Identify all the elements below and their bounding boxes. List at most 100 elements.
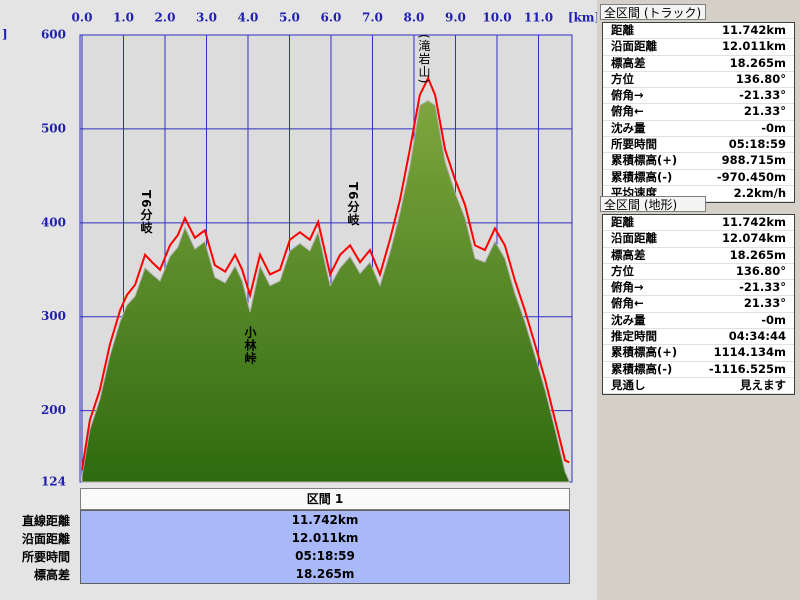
table-row: 沈み量 -0m — [603, 120, 794, 138]
x-unit: [km] — [568, 11, 597, 25]
table-row: 累積標高(+) 988.715m — [603, 153, 794, 170]
row-label: 累積標高(+) — [611, 153, 678, 168]
chart: ] 600 500 400 300 200 124 0.0 1.0 2.0 3.0 4.0 5.0 6.… — [2, 11, 597, 489]
row-label: 俯角→ — [611, 280, 644, 295]
table-row: 沿面距離 12.011km — [603, 39, 794, 56]
row-value: 18.265m — [729, 247, 786, 262]
row-value: 21.33° — [743, 296, 786, 311]
table-row: 俯角→ -21.33° — [603, 280, 794, 297]
row-label: 距離 — [611, 215, 634, 229]
row-label: 所要時間 — [611, 137, 657, 152]
section-label: 標高差 — [33, 568, 70, 582]
table-row: 俯角← 21.33° — [603, 104, 794, 121]
row-value: -0m — [761, 312, 786, 327]
row-value: 18.265m — [729, 55, 786, 70]
row-value: 11.742km — [721, 215, 786, 229]
x-tick-label: 5.0 — [279, 11, 300, 25]
row-value: -21.33° — [739, 88, 786, 103]
y-tick-label: 400 — [41, 215, 66, 229]
row-label: 俯角← — [611, 104, 644, 119]
x-tick-label: 9.0 — [445, 11, 466, 25]
row-label: 累積標高(+) — [611, 345, 678, 360]
row-label: 俯角→ — [611, 88, 644, 103]
track-table: 距離 11.742km 沿面距離 12.011km 標高差 18.265m 方位 136.80… — [602, 22, 795, 204]
row-value: 11.742km — [721, 23, 786, 37]
row-label: 方位 — [611, 263, 634, 278]
x-tick-label: 8.0 — [404, 11, 425, 25]
y-tick-label: 200 — [41, 403, 66, 417]
row-value: 136.80° — [735, 263, 786, 278]
row-label: 沈み量 — [611, 312, 646, 327]
row-value: -970.450m — [716, 169, 786, 184]
row-label: 沿面距離 — [611, 231, 657, 246]
row-value: 04:34:44 — [728, 329, 786, 344]
y-tick-label: 124 — [41, 475, 66, 489]
x-tick-label: 7.0 — [362, 11, 383, 25]
section-header: 区間 1 — [80, 488, 570, 510]
row-label: 方位 — [611, 71, 634, 86]
panel-title: 全区間 (トラック) — [600, 4, 706, 20]
table-row: 累積標高(-) -970.450m — [603, 170, 794, 186]
section-value: 12.011km — [291, 531, 359, 545]
row-label: 累積標高(-) — [611, 361, 673, 376]
row-label: 見通し — [611, 377, 646, 392]
table-row: 推定時間 04:34:44 — [603, 329, 794, 346]
row-value: 136.80° — [735, 71, 786, 86]
table-row: 累積標高(-) -1116.525m — [603, 362, 794, 378]
x-tick-label: 3.0 — [196, 11, 217, 25]
row-label: 標高差 — [611, 55, 646, 70]
row-value: 05:18:59 — [728, 137, 786, 152]
y-tick-label: 300 — [41, 309, 66, 323]
table-row: 見通し 見えます — [603, 377, 794, 395]
table-row: 方位 136.80° — [603, 71, 794, 89]
annotation: (滝岩山) — [417, 34, 431, 85]
row-label: 標高差 — [611, 247, 646, 262]
track-line — [81, 75, 570, 470]
section-value: 11.742km — [291, 513, 359, 527]
table-row: 俯角← 21.33° — [603, 296, 794, 313]
section-label: 直線距離 — [21, 514, 70, 528]
row-value: 2.2km/h — [733, 185, 786, 200]
table-row: 距離 11.742km — [603, 23, 794, 40]
panel-title: 全区間 (地形) — [600, 196, 706, 212]
table-row: 方位 136.80° — [603, 263, 794, 281]
section-label: 所要時間 — [21, 550, 70, 564]
y-tick-label: 500 — [41, 121, 66, 135]
row-label: 推定時間 — [611, 329, 657, 344]
x-tick-label: 2.0 — [155, 11, 176, 25]
x-tick-label: 10.0 — [482, 11, 511, 25]
section-label: 沿面距離 — [21, 532, 70, 546]
table-row: 累積標高(+) 1114.134m — [603, 345, 794, 362]
annotation: T6分岐 — [139, 190, 153, 235]
row-label: 俯角← — [611, 296, 644, 311]
table-row: 標高差 18.265m — [603, 56, 794, 72]
table-row: 俯角→ -21.33° — [603, 88, 794, 105]
row-value: 見えます — [740, 377, 786, 392]
table-row: 標高差 18.265m — [603, 248, 794, 264]
row-value: 1114.134m — [713, 345, 786, 360]
row-label: 累積標高(-) — [611, 169, 673, 184]
terrain-area — [81, 100, 570, 483]
section-value: 05:18:59 — [295, 549, 355, 563]
table-row: 沈み量 -0m — [603, 312, 794, 330]
row-label: 沿面距離 — [611, 39, 657, 54]
x-tick-label: 4.0 — [238, 11, 259, 25]
x-tick-label: 0.0 — [72, 11, 93, 25]
table-row: 距離 11.742km — [603, 215, 794, 232]
terrain-table: 距離 11.742km 沿面距離 12.074km 標高差 18.265m 方位 136.80… — [602, 214, 795, 396]
row-value: 12.011km — [721, 39, 786, 54]
left-marker: ] — [2, 28, 8, 42]
row-value: -0m — [761, 120, 786, 135]
row-label: 沈み量 — [611, 120, 646, 135]
table-row: 所要時間 05:18:59 — [603, 137, 794, 154]
row-value: 12.074km — [721, 231, 786, 246]
section-value: 18.265m — [295, 567, 355, 581]
x-tick-label: 1.0 — [113, 11, 134, 25]
row-value: -21.33° — [739, 280, 786, 295]
section-body: 11.742km 12.011km 05:18:59 18.265m — [80, 510, 570, 584]
y-tick-label: 600 — [41, 28, 66, 42]
table-row: 沿面距離 12.074km — [603, 231, 794, 248]
x-tick-label: 6.0 — [321, 11, 342, 25]
row-value: 21.33° — [743, 104, 786, 119]
